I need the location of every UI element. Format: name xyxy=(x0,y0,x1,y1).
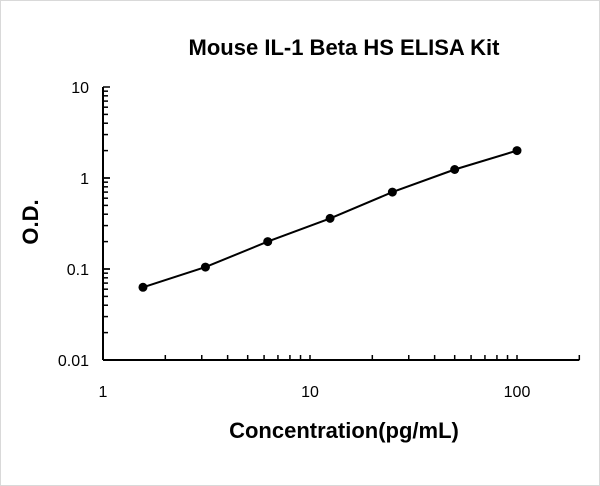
y-tick-label: 0.01 xyxy=(58,353,89,370)
x-tick-label: 10 xyxy=(301,384,319,401)
data-point xyxy=(512,146,522,156)
plot-area xyxy=(138,146,522,292)
y-tick-label: 10 xyxy=(71,80,89,97)
x-axis-label: Concentration(pg/mL) xyxy=(229,418,459,443)
y-axis-label: O.D. xyxy=(18,199,43,244)
data-point xyxy=(325,213,335,223)
data-point xyxy=(138,282,148,292)
x-tick-labels: 1 10 100 xyxy=(99,384,531,401)
axes xyxy=(102,86,581,361)
x-tick-label: 100 xyxy=(504,384,531,401)
data-point xyxy=(387,187,397,197)
y-tick-labels: 10 1 0.1 0.01 xyxy=(58,80,89,370)
data-point xyxy=(450,164,460,174)
data-point xyxy=(200,262,210,272)
x-tick-label: 1 xyxy=(99,384,108,401)
chart-title: Mouse IL-1 Beta HS ELISA Kit xyxy=(189,35,501,60)
data-point xyxy=(263,237,273,247)
y-tick-label: 0.1 xyxy=(67,262,89,279)
y-tick-label: 1 xyxy=(80,171,89,188)
